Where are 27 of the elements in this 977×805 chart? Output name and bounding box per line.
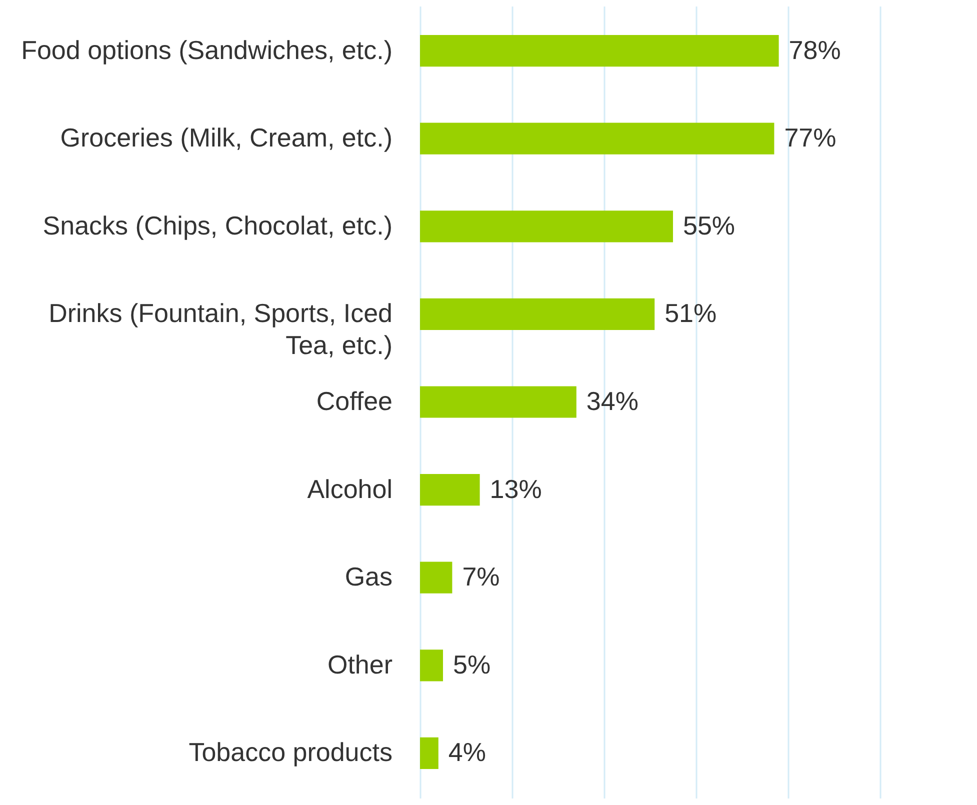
bar	[420, 298, 655, 330]
bar	[420, 650, 443, 682]
y-tick-label: Groceries (Milk, Cream, etc.)	[60, 122, 392, 153]
bar	[420, 386, 576, 418]
y-tick-label: Coffee	[316, 386, 392, 416]
data-label: 13%	[490, 474, 542, 504]
y-tick-label: Food options (Sandwiches, etc.)	[21, 34, 392, 65]
bar	[420, 34, 779, 67]
bar	[420, 474, 480, 506]
y-tick-label: Tobacco products	[188, 737, 392, 768]
data-label: 34%	[586, 386, 638, 416]
data-label: 78%	[788, 34, 841, 65]
bar	[420, 122, 774, 154]
y-tick-label: Other	[327, 649, 393, 680]
y-tick-label: Gas	[344, 562, 392, 592]
data-label: 51%	[664, 298, 717, 328]
bar	[420, 737, 438, 770]
data-label: 77%	[784, 122, 836, 153]
bar	[420, 210, 673, 242]
data-label: 55%	[683, 210, 736, 240]
data-label: 5%	[453, 649, 491, 680]
bar	[420, 562, 452, 594]
y-tick-label: Drinks (Fountain, Sports, Iced Tea, etc.)	[48, 298, 392, 360]
y-tick-label: Snacks (Chips, Chocolat, etc.)	[42, 210, 392, 240]
y-tick-label: Alcohol	[307, 474, 392, 504]
data-label: 7%	[462, 562, 500, 592]
data-label: 4%	[448, 737, 486, 768]
